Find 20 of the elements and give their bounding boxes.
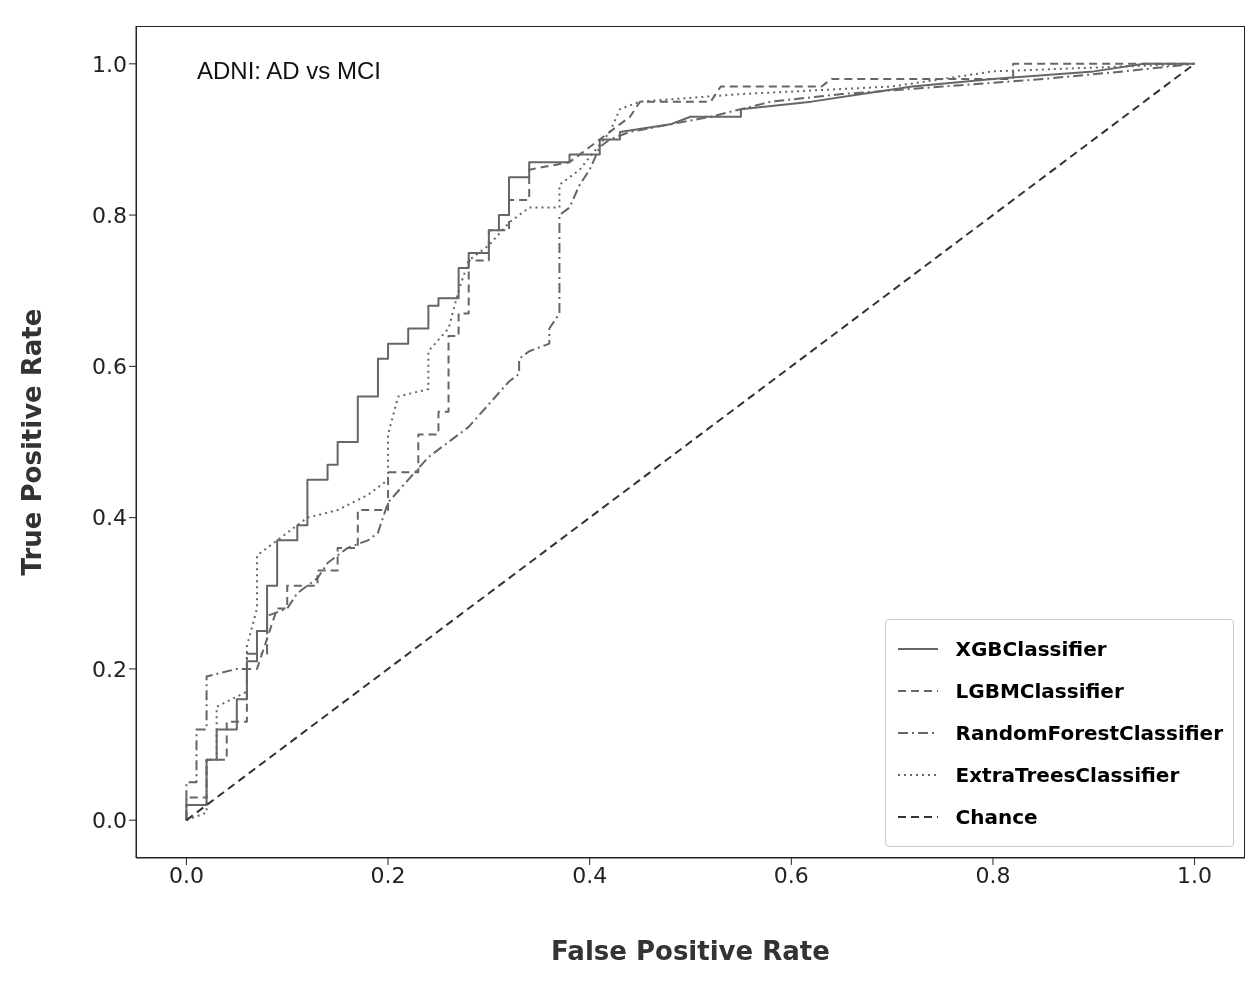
y-tick-label: 0.8 [92, 202, 127, 228]
legend-label: Chance [955, 805, 1038, 829]
x-axis-title: False Positive Rate [551, 936, 830, 966]
y-axis-title: True Positive Rate [17, 308, 48, 576]
x-tick-label: 0.8 [975, 862, 1011, 888]
y-tick-label: 0.6 [92, 354, 127, 380]
y-tick-label: 0.2 [92, 656, 127, 682]
x-tick-label: 0.4 [572, 862, 608, 888]
y-tick-label: 0.0 [92, 807, 127, 833]
legend-label: ExtraTreesClassifier [955, 763, 1180, 787]
annotation: ADNI: AD vs MCI [197, 57, 382, 85]
x-tick-label: 0.2 [370, 862, 406, 888]
x-tick-label: 0.6 [773, 862, 809, 888]
legend-label: RandomForestClassifier [955, 721, 1223, 745]
legend-label: XGBClassifier [955, 637, 1107, 661]
y-tick-label: 1.0 [92, 51, 127, 77]
y-tick-label: 0.4 [92, 505, 127, 531]
legend-label: LGBMClassifier [955, 679, 1124, 703]
x-tick-label: 1.0 [1177, 862, 1213, 888]
x-tick-label: 0.0 [168, 862, 204, 888]
